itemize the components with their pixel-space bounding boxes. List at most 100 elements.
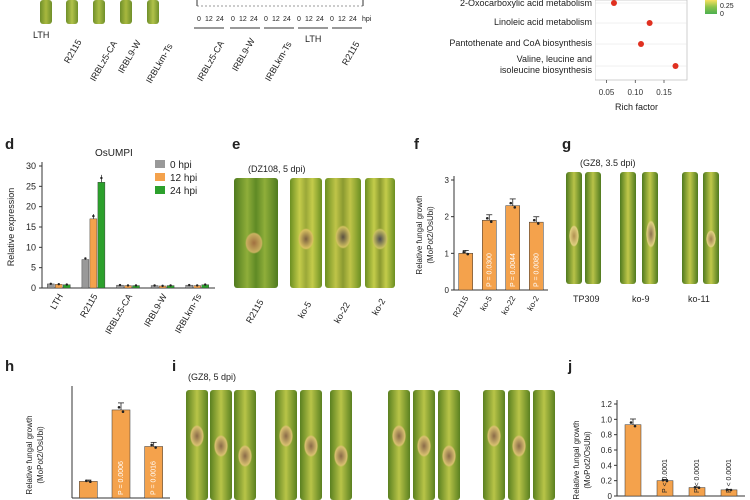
legend-swatch [155, 186, 165, 194]
leaf-image [682, 172, 698, 284]
color-legend [705, 0, 717, 14]
y-axis-label: Relative fungal growth [415, 195, 424, 274]
data-dot [693, 486, 697, 489]
data-dot [100, 176, 103, 180]
y-tick-label: 1.0 [601, 415, 613, 424]
lesion-spot [190, 425, 204, 447]
p-value-label: P = 0.0006 [118, 461, 125, 495]
pathway-label: 2-Oxocarboxylic acid metabolism [459, 0, 592, 8]
group-label: IRBLkm-Ts [263, 39, 294, 83]
y-axis-label: (MoPot2/OsUbi) [36, 426, 45, 484]
panel-letter-g: g [562, 136, 572, 153]
p-value-label: P < 0.0001 [694, 459, 701, 493]
leaf-label: ko-5 [296, 299, 314, 320]
y-tick-label: 5 [31, 263, 36, 273]
data-point [610, 0, 617, 6]
data-dot [204, 283, 207, 286]
group-label: IRBLz5-CA [195, 39, 227, 83]
lesion-spot [706, 230, 716, 248]
data-dot [466, 252, 470, 256]
leaf-image [93, 0, 105, 24]
data-dot [57, 282, 60, 286]
leaf-image [40, 0, 52, 24]
p-value-label: P < 0.0001 [726, 459, 733, 493]
tick-label: 24 [316, 16, 324, 23]
bar [458, 253, 473, 291]
data-dot [84, 257, 87, 260]
chart-d: OsUMPI 0 5 10 15 20 25 30 Relative expression LTH… [6, 148, 215, 336]
y-axis-label: Relative fungal growth [25, 415, 34, 494]
tick-label: 0 [197, 16, 201, 23]
panel-letter-h: h [5, 358, 15, 375]
panel-letter-i: i [172, 358, 177, 375]
data-dot [188, 283, 191, 287]
tick-label: 12 [338, 16, 346, 23]
x-axis-label: Rich factor [615, 102, 659, 112]
x-tick-label: ko-5 [478, 294, 494, 312]
leaf-label: R2115 [62, 37, 84, 65]
y-tick-label: 30 [26, 161, 36, 171]
legend-tick: 0.25 [720, 3, 734, 10]
leaf-image [585, 172, 601, 284]
x-tick-label: IRBL9-W [142, 292, 169, 329]
data-dot [92, 214, 95, 218]
p-value-label: P = 0.0080 [533, 253, 540, 287]
y-axis-label: (MoPot2/OsUbi) [583, 431, 592, 489]
y-tick-label: 1.2 [601, 400, 613, 409]
leaf-label: TP309 [573, 294, 600, 304]
y-tick-label: 0.2 [601, 477, 613, 486]
y-tick-label: 20 [26, 202, 36, 212]
x-tick-label: 0.10 [627, 88, 643, 97]
legend-swatch [155, 173, 165, 181]
pathway-label: Valine, leucine and [516, 54, 592, 64]
data-dot [126, 284, 130, 287]
leaf-image [147, 0, 159, 24]
leaf-label: IRBLz5-CA [88, 39, 120, 83]
x-tick-label: IRBLkm-Ts [173, 292, 204, 336]
data-dot [169, 284, 172, 287]
leaf-label: R2115 [244, 297, 266, 325]
leaf-label: ko-2 [370, 296, 388, 317]
chart-j: 0 0.2 0.4 0.6 0.8 1.0 1.2 Relative fungal growt… [572, 400, 745, 500]
data-dot [161, 284, 164, 288]
chart-f: 0 1 2 3 Relative fungal growth (MoPot2/OsUbi)… [415, 176, 548, 319]
pathway-label: Pantothenate and CoA biosynthesis [449, 38, 592, 48]
data-dot [89, 480, 92, 484]
legend-label: 0 hpi [170, 160, 192, 171]
panel-letter-f: f [414, 136, 419, 153]
lesion-spot [335, 225, 351, 249]
tick-label: 12 [272, 16, 280, 23]
x-tick-label: IRBLz5-CA [103, 292, 134, 336]
tick-label: 0 [297, 16, 301, 23]
data-dot [629, 421, 633, 424]
leaf-label: ko-22 [332, 300, 352, 325]
bar [79, 481, 98, 499]
data-dot [118, 283, 122, 287]
lesion-spot [372, 228, 388, 250]
lesion-spot [417, 435, 431, 457]
tick-label: 24 [250, 16, 258, 23]
panel-g-title: (GZ8, 3.5 dpi) [580, 158, 636, 168]
data-dot [85, 479, 88, 483]
tick-label: 24 [216, 16, 224, 23]
x-tick-label: 0.15 [656, 88, 672, 97]
y-tick-label: 10 [26, 242, 36, 252]
leaf-label: ko-11 [688, 294, 710, 304]
tick-label: 12 [239, 16, 247, 23]
legend-label: 24 hpi [170, 186, 197, 197]
data-dot [462, 250, 466, 254]
lesion-spot [334, 445, 348, 467]
pathway-label: isoleucine biosynthesis [499, 65, 592, 75]
lesion-spot [279, 425, 293, 447]
x-tick-label: ko-2 [525, 294, 541, 312]
data-dot [729, 488, 733, 492]
data-dot [196, 284, 199, 287]
legend-label: 12 hpi [170, 173, 197, 184]
leaf-label: IRBLkm-Ts [144, 41, 175, 85]
panel-letter-d: d [5, 136, 15, 153]
data-dot [485, 216, 489, 220]
data-dot [117, 405, 121, 409]
leaf-image [620, 172, 636, 284]
y-tick-label: 0.6 [601, 446, 613, 455]
data-point [672, 63, 679, 69]
